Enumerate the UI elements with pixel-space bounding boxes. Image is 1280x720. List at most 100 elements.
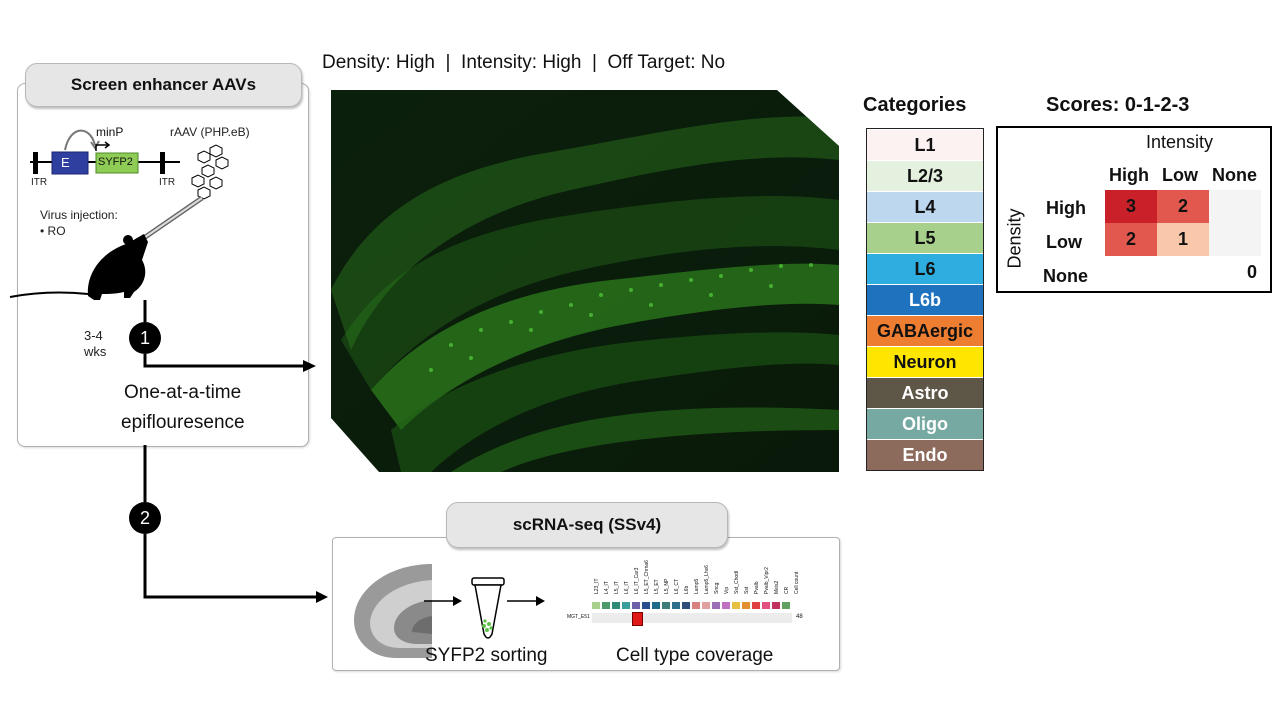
category-astro: Astro [867,377,983,408]
injection-label: Virus injection: [40,208,118,222]
coverage-col-label: Lamp5_Lhx6 [704,565,710,594]
row-low: Low [1046,232,1082,252]
mouse-icon [9,234,148,300]
coverage-col-label: L23_IT [594,578,600,594]
intensity-axis-label: Intensity [1146,132,1214,152]
duration-line1: 3-4 [84,328,103,343]
coverage-col-swatch [602,602,610,609]
fluorescence-micrograph [331,90,839,472]
coverage-row-label: MGT_E51 [567,614,590,620]
category-endo: Endo [867,439,983,470]
construct-diagram [30,129,180,175]
score-cell-r2-c1 [1157,256,1209,289]
density-axis-label: Density [1004,208,1025,269]
score-cell-r1-c0: 2 [1105,223,1157,256]
category-neuron: Neuron [867,346,983,377]
step-2-marker: 2 [129,502,161,534]
step-1-marker: 1 [129,322,161,354]
coverage-col-swatch [732,602,740,609]
coverage-col-label: L6b [684,585,690,594]
score-cell-r0-c0: 3 [1105,190,1157,223]
coverage-col-label: L5_IT [614,581,620,594]
coverage-col-label: Meis2 [774,580,780,594]
coverage-col-swatch [772,602,780,609]
coverage-col-swatch [642,602,650,609]
score-cell-r1-c2 [1209,223,1261,256]
coverage-col-swatch [722,602,730,609]
coverage-label: Cell type coverage [616,645,774,666]
coverage-col-label: Sncg [714,582,720,594]
coverage-col-swatch [702,602,710,609]
readout-line2: epiflouresence [121,412,245,433]
coverage-col-label: Pvalb [754,581,760,594]
sorting-label: SYFP2 sorting [425,645,548,666]
promoter-arrow [95,144,108,151]
coverage-hit-cell [632,612,643,626]
coverage-col-label: L6_IT_Car3 [634,567,640,594]
vector-label: rAAV (PHP.eB) [170,125,250,139]
col-low: Low [1162,165,1198,185]
injection-route: • RO [40,224,66,238]
screen-title: Screen enhancer AAVs [25,63,302,107]
coverage-col-swatch [762,602,770,609]
coverage-col-swatch [622,602,630,609]
category-l6b: L6b [867,284,983,315]
category-l4: L4 [867,191,983,222]
itr-left-mark [33,152,38,174]
score-cell-r1-c1: 1 [1157,223,1209,256]
coverage-col-label: Pvalb_Vipr2 [764,567,770,594]
image-caption: Density: High | Intensity: High | Off Ta… [322,52,726,73]
coverage-col-label: L6_CT [674,578,680,594]
coverage-col-label: L5_NP [664,578,670,594]
category-oligo: Oligo [867,408,983,439]
category-l2-3: L2/3 [867,160,983,191]
coverage-col-label: Lamp5 [694,578,700,594]
reporter-box [95,152,139,174]
aav-particles-icon [136,144,229,245]
category-l1: L1 [867,129,983,160]
enhancer-box [51,151,89,175]
score-cell-r2-c2: 0 [1209,256,1261,289]
coverage-col-swatch [752,602,760,609]
brain-slice-icon [354,564,432,658]
category-l6: L6 [867,253,983,284]
duration-line2: wks [84,344,107,359]
coverage-col-swatch [692,602,700,609]
coverage-col-label: Cell count [794,571,800,594]
col-none: None [1212,165,1257,185]
coverage-col-label: Sst [744,586,750,594]
score-cell-r0-c1: 2 [1157,190,1209,223]
coverage-col-swatch [712,602,720,609]
categories-legend: L1 L2/3 L4 L5 L6 L6b GABAergic Neuron Astro Oligo… [866,128,984,471]
itr-left-label: ITR [31,177,48,188]
arrow-right-icon [424,596,462,606]
coverage-col-label: CR [784,586,790,594]
row-high: High [1046,198,1086,218]
arrow-right-icon-2 [507,596,545,606]
coverage-col-swatch [652,602,660,609]
scrna-title: scRNA-seq (SSv4) [446,502,728,548]
coverage-col-swatch [782,602,790,609]
coverage-col-swatch [682,602,690,609]
coverage-col-label: L4_IT [604,581,610,594]
coverage-col-swatch [672,602,680,609]
enhancer-label: E [61,155,70,170]
row-none: None [1043,266,1088,286]
coverage-col-swatch [592,602,600,609]
scores-title: Scores: 0-1-2-3 [1046,94,1190,116]
score-cell-r2-c0 [1105,256,1157,289]
col-high: High [1109,165,1149,185]
coverage-col-label: L6_IT [624,581,630,594]
loop-arrow [64,129,96,151]
coverage-col-label: Vip [724,586,730,594]
category-gabaergic: GABAergic [867,315,983,346]
promoter-label: minP [96,125,124,139]
categories-title: Categories [863,94,967,116]
coverage-cell-count: 48 [796,614,803,620]
itr-right-mark [160,152,165,174]
reporter-label: SYFP2 [98,156,133,168]
category-l5: L5 [867,222,983,253]
score-cell-r0-c2 [1209,190,1261,223]
tube-icon [471,577,505,639]
